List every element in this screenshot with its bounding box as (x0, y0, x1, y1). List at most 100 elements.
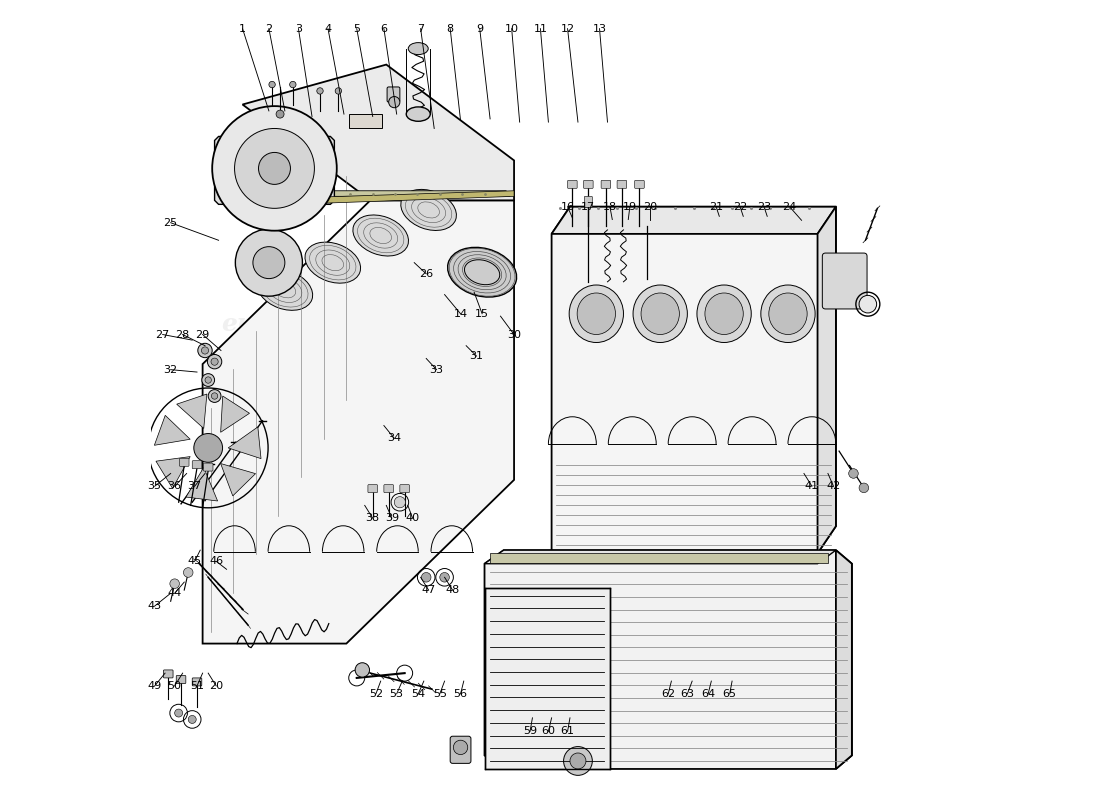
Circle shape (198, 343, 212, 358)
Polygon shape (242, 65, 514, 200)
Circle shape (184, 568, 192, 578)
Text: eurospares: eurospares (221, 312, 376, 336)
Polygon shape (817, 206, 836, 554)
Polygon shape (177, 394, 207, 429)
Circle shape (175, 709, 183, 717)
Text: 56: 56 (453, 689, 468, 699)
Ellipse shape (394, 497, 406, 508)
Ellipse shape (408, 42, 428, 54)
Polygon shape (154, 415, 190, 446)
Ellipse shape (400, 190, 456, 230)
Circle shape (388, 97, 400, 108)
Ellipse shape (634, 285, 688, 342)
Circle shape (276, 110, 284, 118)
FancyBboxPatch shape (601, 180, 610, 188)
Text: 34: 34 (387, 434, 402, 443)
Circle shape (289, 82, 296, 88)
Ellipse shape (641, 293, 680, 334)
Text: 40: 40 (406, 513, 420, 523)
Text: 6: 6 (381, 24, 387, 34)
Polygon shape (484, 550, 836, 564)
Text: 32: 32 (164, 365, 178, 374)
Polygon shape (349, 114, 383, 129)
Circle shape (205, 377, 211, 383)
Circle shape (258, 153, 290, 184)
Text: 63: 63 (681, 689, 694, 699)
Text: 44: 44 (167, 588, 182, 598)
Text: 64: 64 (701, 689, 715, 699)
Text: 31: 31 (470, 351, 484, 361)
Text: 45: 45 (188, 556, 201, 566)
Text: 17: 17 (581, 202, 595, 212)
Text: 30: 30 (507, 330, 521, 339)
Ellipse shape (761, 285, 815, 342)
Text: 29: 29 (196, 330, 210, 339)
Text: 14: 14 (453, 309, 468, 318)
Circle shape (336, 88, 342, 94)
Text: 8: 8 (447, 24, 453, 34)
Text: 3: 3 (295, 24, 301, 34)
Text: 16: 16 (561, 202, 574, 212)
Ellipse shape (859, 295, 877, 313)
Text: 50: 50 (167, 681, 182, 691)
FancyBboxPatch shape (164, 670, 173, 678)
FancyBboxPatch shape (568, 180, 578, 188)
Text: 24: 24 (782, 202, 796, 212)
Text: 33: 33 (430, 365, 443, 374)
Circle shape (211, 358, 218, 366)
Circle shape (440, 573, 450, 582)
Circle shape (317, 88, 323, 94)
Text: 21: 21 (710, 202, 723, 212)
Circle shape (453, 740, 468, 754)
Ellipse shape (705, 293, 744, 334)
FancyBboxPatch shape (367, 485, 377, 493)
Text: 52: 52 (368, 689, 383, 699)
Circle shape (201, 374, 214, 386)
Circle shape (570, 753, 586, 769)
Ellipse shape (305, 242, 361, 283)
Text: 39: 39 (385, 513, 399, 523)
FancyBboxPatch shape (583, 180, 593, 188)
Circle shape (849, 469, 858, 478)
Text: 35: 35 (147, 482, 162, 491)
Polygon shape (214, 137, 334, 204)
Text: 47: 47 (421, 585, 436, 595)
Text: 59: 59 (522, 726, 537, 737)
Polygon shape (156, 457, 190, 488)
Text: 48: 48 (446, 585, 460, 595)
Circle shape (208, 354, 222, 369)
Text: 7: 7 (417, 24, 425, 34)
Text: 46: 46 (209, 556, 223, 566)
Text: 4: 4 (324, 24, 331, 34)
Text: 2: 2 (265, 24, 273, 34)
Text: 37: 37 (188, 482, 201, 491)
Polygon shape (228, 427, 261, 458)
Polygon shape (484, 588, 609, 769)
Polygon shape (202, 200, 514, 643)
Polygon shape (261, 190, 514, 205)
FancyBboxPatch shape (192, 461, 201, 469)
Text: 55: 55 (432, 689, 447, 699)
Polygon shape (551, 206, 836, 234)
Text: 53: 53 (389, 689, 404, 699)
Text: 65: 65 (723, 689, 737, 699)
Circle shape (169, 579, 179, 589)
Circle shape (208, 390, 221, 402)
Circle shape (201, 347, 209, 354)
Ellipse shape (578, 293, 616, 334)
FancyBboxPatch shape (387, 87, 400, 102)
Text: 25: 25 (164, 218, 178, 228)
Text: 28: 28 (176, 330, 190, 339)
Circle shape (211, 393, 218, 399)
FancyBboxPatch shape (204, 463, 213, 471)
Circle shape (421, 573, 431, 582)
Text: 22: 22 (733, 202, 747, 212)
Polygon shape (221, 396, 250, 432)
Text: 62: 62 (661, 689, 675, 699)
FancyBboxPatch shape (400, 485, 409, 493)
Circle shape (268, 82, 275, 88)
Ellipse shape (448, 247, 517, 297)
Circle shape (253, 246, 285, 278)
FancyBboxPatch shape (384, 485, 394, 493)
Text: 54: 54 (411, 689, 426, 699)
